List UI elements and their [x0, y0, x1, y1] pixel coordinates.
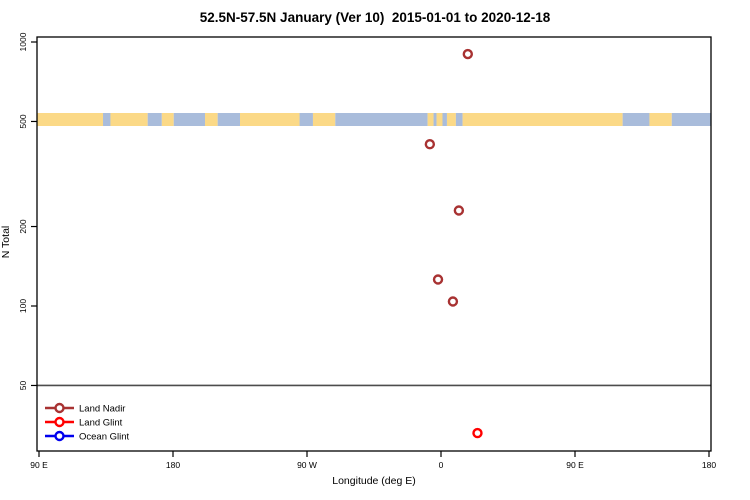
y-tick-label: 100: [18, 299, 28, 313]
map-strip-segment-land: [240, 113, 300, 126]
x-tick-label: 90 E: [566, 460, 584, 470]
map-strip-segment-land: [205, 113, 218, 126]
map-strip-segment-land: [37, 113, 104, 126]
map-strip-segment-land: [446, 113, 456, 126]
data-point-land-nadir: [462, 48, 473, 60]
legend-marker-land-glint: [54, 416, 65, 428]
legend-label-land-nadir: Land Nadir: [79, 404, 125, 415]
map-strip-segment-land: [462, 113, 623, 126]
x-tick-label: 90 W: [297, 460, 317, 470]
y-tick-label: 500: [18, 114, 28, 128]
map-strip-segment-land: [312, 113, 336, 126]
y-tick-label: 200: [18, 219, 28, 233]
map-strip-segment-land: [110, 113, 148, 126]
legend-marker-ocean-glint: [54, 430, 65, 442]
map-strip-segment-land: [436, 113, 443, 126]
data-point-land-nadir: [453, 205, 465, 216]
map-strip-segment-ocean: [335, 113, 428, 126]
y-tick-label: 1000: [18, 32, 28, 51]
map-strip-segment-ocean: [442, 113, 447, 126]
legend-label-ocean-glint: Ocean Glint: [79, 432, 130, 443]
x-axis-label: Longitude (deg E): [332, 475, 416, 487]
y-tick-label: 50: [18, 380, 28, 390]
map-strip-segment-ocean: [299, 113, 313, 126]
legend-marker-land-nadir: [54, 402, 65, 414]
map-strip-segment-ocean: [147, 113, 162, 126]
map-strip-segment-ocean: [217, 113, 240, 126]
map-strip-segment-ocean: [622, 113, 650, 126]
map-strip-segment-ocean: [671, 113, 711, 126]
x-tick-label: 0: [439, 460, 444, 470]
x-tick-label: 90 E: [30, 460, 48, 470]
map-strip-segment-ocean: [173, 113, 206, 126]
x-tick-label: 180: [702, 460, 716, 470]
data-point-land-nadir: [447, 296, 459, 307]
map-strip-segment-land: [427, 113, 434, 126]
data-point-land-glint: [472, 427, 483, 439]
map-strip-segment-ocean: [103, 113, 111, 126]
map-strip-segment-land: [161, 113, 174, 126]
map-strip-segment-land: [649, 113, 672, 126]
data-point-land-nadir: [432, 274, 444, 285]
map-strip-segment-ocean: [433, 113, 437, 126]
map-strip-segment-ocean: [455, 113, 463, 126]
x-tick-label: 180: [166, 460, 180, 470]
plot-border: [36, 36, 712, 452]
legend-label-land-glint: Land Glint: [79, 418, 123, 429]
y-axis-label: N Total: [0, 225, 12, 259]
plot-title: 52.5N-57.5N January (Ver 10) 2015-01-01 …: [199, 10, 551, 25]
data-point-land-nadir: [424, 139, 436, 150]
